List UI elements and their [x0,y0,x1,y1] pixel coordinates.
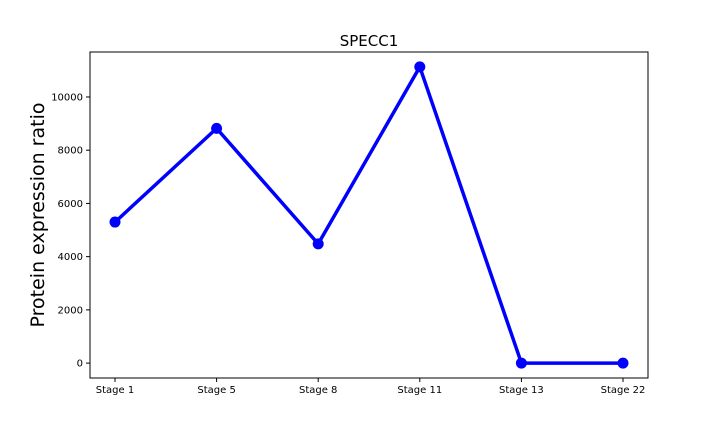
data-point [109,216,121,228]
y-axis-label: Protein expression ratio [27,103,49,328]
data-point [211,122,223,134]
chart-title: SPECC1 [340,32,399,50]
y-tick-label: 0 [77,359,83,370]
x-tick-label: Stage 13 [499,385,544,396]
y-axis-ticks: 0 2000 4000 6000 8000 10000 [51,92,90,370]
data-point [515,357,527,369]
x-tick-label: Stage 1 [96,385,134,396]
x-axis-ticks: Stage 1 Stage 5 Stage 8 Stage 11 Stage 13 Sta… [96,378,646,396]
x-tick-label: Stage 5 [197,385,235,396]
plot-frame [89,51,649,379]
series-line [113,65,625,365]
y-tick-label: 2000 [58,305,83,316]
y-tick-label: 4000 [58,252,83,263]
plot-area [90,52,648,378]
y-tick-label: 10000 [51,92,83,103]
y-tick-label: 6000 [58,199,83,210]
x-tick-label: Stage 8 [299,385,337,396]
x-tick-label: Stage 22 [601,385,646,396]
y-tick-label: 8000 [58,146,83,157]
data-point [414,61,426,73]
x-tick-label: Stage 11 [397,385,442,396]
data-point [312,238,324,250]
data-point [617,357,629,369]
series-layer [109,61,629,369]
